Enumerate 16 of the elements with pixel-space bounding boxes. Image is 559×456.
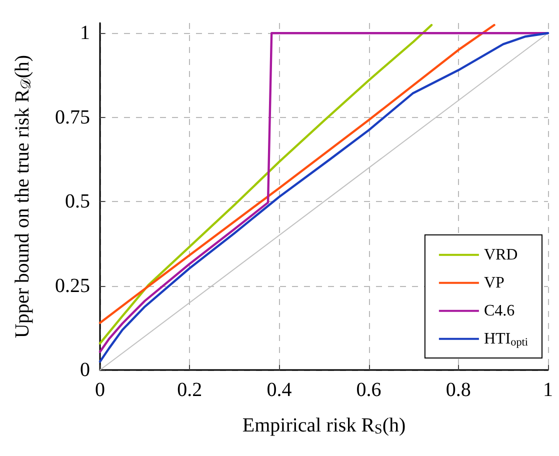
x-tick-label: 0.2 [177,379,202,401]
legend-label: C4.6 [484,302,515,320]
x-tick-label: 0.4 [266,379,292,401]
x-tick-label: 1 [543,379,553,401]
x-tick-label: 0.8 [446,379,471,401]
legend-label: VP [484,274,504,292]
x-tick-label: 0.6 [356,379,382,401]
y-tick-label: 0.75 [55,106,90,128]
x-tick-label: 0 [95,379,105,401]
y-tick-label: 0.5 [65,190,90,213]
line-series [98,24,433,344]
y-axis-title: Upper bound on the true risk R𝒟(h) [12,54,34,338]
y-tick-label: 0.25 [55,274,90,297]
legend-label: VRD [484,246,518,264]
y-tick-label: 1 [80,22,90,44]
y-tick-label: 0 [80,359,90,381]
